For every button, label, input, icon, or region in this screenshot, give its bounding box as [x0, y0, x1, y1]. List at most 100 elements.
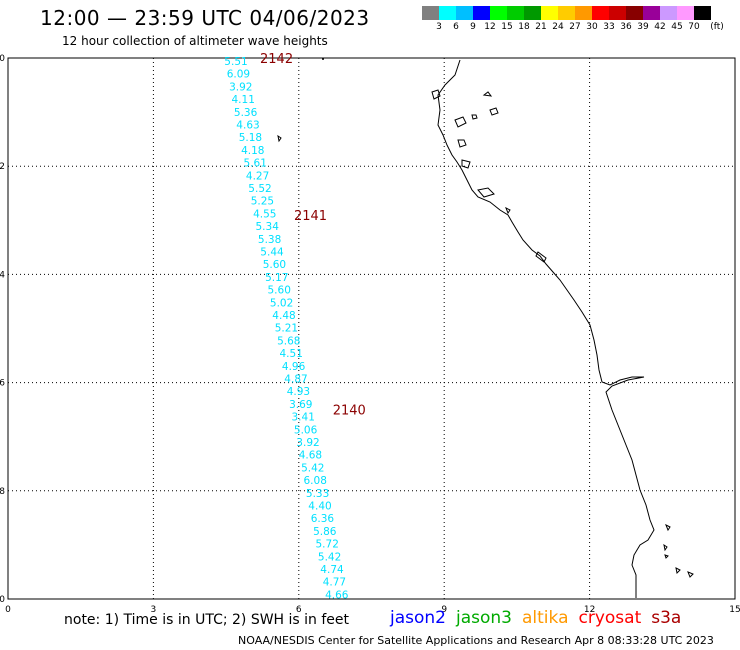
map-title: 12:00 — 23:59 UTC 04/06/2023	[40, 6, 370, 30]
wave-height-value: 4.18	[241, 145, 264, 157]
wave-height-value: 5.21	[275, 323, 298, 335]
legend-swatch	[456, 6, 473, 20]
wave-height-value: 5.72	[316, 539, 339, 551]
wave-height-value: 6.09	[227, 69, 250, 81]
legend-swatch	[473, 6, 490, 20]
legend-label: 45	[671, 22, 683, 32]
wave-height-value: 4.68	[299, 450, 322, 462]
wave-height-value: 4.11	[232, 94, 255, 106]
legend-swatch	[592, 6, 609, 20]
legend-label: 39	[637, 22, 649, 32]
wave-height-value: 4.96	[282, 361, 306, 373]
wave-height-value: 5.25	[251, 196, 274, 208]
wave-height-value: 5.51	[224, 56, 247, 68]
legend-label: 18	[518, 22, 530, 32]
legend-swatch	[575, 6, 592, 20]
wave-height-value: 5.86	[313, 526, 337, 538]
footer-note: note: 1) Time is in UTC; 2) SWH is in fe…	[64, 612, 350, 628]
y-tick-label: -2	[0, 162, 5, 172]
legend-label: 27	[569, 22, 581, 32]
wave-height-points: 5.516.093.924.115.364.635.184.185.614.27…	[224, 56, 348, 601]
wave-height-value: 5.42	[318, 551, 341, 563]
legend-label: 9	[470, 22, 476, 32]
wave-height-value: 5.68	[277, 335, 300, 347]
y-tick-label: 0	[0, 54, 5, 64]
legend-unit: (ft)	[710, 22, 724, 32]
legend-swatch	[541, 6, 558, 20]
track-dot	[322, 58, 324, 60]
legend-swatch	[558, 6, 575, 20]
legend-label: 33	[603, 22, 615, 32]
legend-swatch	[694, 6, 711, 20]
wave-height-value: 5.60	[268, 285, 291, 297]
y-tick-label: -8	[0, 487, 5, 497]
y-tick-label: -6	[0, 379, 5, 389]
wave-height-value: 5.18	[239, 132, 262, 144]
color-legend	[422, 6, 711, 20]
wave-height-value: 5.61	[244, 158, 267, 170]
legend-label: 21	[535, 22, 547, 32]
credit-line: NOAA/NESDIS Center for Satellite Applica…	[238, 634, 714, 647]
x-tick-label: 6	[296, 605, 302, 615]
legend-swatch	[439, 6, 456, 20]
legend-label: 3	[436, 22, 442, 32]
x-tick-label: 3	[151, 605, 157, 615]
satellite-legend: jason2 jason3 altika cryosat s3a	[390, 608, 681, 628]
legend-swatch	[490, 6, 507, 20]
satellite-label-jason3: jason3	[456, 608, 512, 628]
y-tick-label: -4	[0, 270, 5, 280]
wave-height-value: 4.27	[246, 170, 269, 182]
wave-height-value: 4.55	[253, 208, 276, 220]
x-tick-label: 15	[729, 605, 740, 615]
wave-height-value: 5.06	[294, 424, 318, 436]
map-frame	[7, 57, 736, 600]
coastline	[437, 59, 655, 598]
wave-height-value: 4.51	[280, 348, 303, 360]
wave-height-value: 5.36	[234, 107, 258, 119]
wave-height-value: 4.63	[236, 120, 259, 132]
x-tick-label: 12	[584, 605, 595, 615]
wave-height-value: 4.66	[325, 589, 349, 601]
grid	[8, 58, 735, 599]
wave-height-value: 5.52	[248, 183, 271, 195]
wave-height-value: 4.93	[287, 386, 310, 398]
legend-swatch	[626, 6, 643, 20]
legend-label: 70	[688, 22, 700, 32]
pass-number-label: 2140	[333, 404, 366, 419]
satellite-label-cryosat: cryosat	[578, 608, 642, 628]
wave-height-value: 5.33	[306, 488, 329, 500]
legend-swatch	[524, 6, 541, 20]
satellite-label-s3a: s3a	[651, 608, 682, 628]
x-tick-label: 0	[5, 605, 11, 615]
legend-label: 42	[654, 22, 666, 32]
pass-number-label: 2141	[294, 209, 327, 224]
legend-label: 15	[501, 22, 513, 32]
wave-height-value: 3.69	[289, 399, 312, 411]
legend-swatch	[609, 6, 626, 20]
map-subtitle: 12 hour collection of altimeter wave hei…	[62, 34, 328, 48]
wave-height-value: 6.08	[304, 475, 327, 487]
pass-number-label: 2142	[260, 52, 293, 67]
wave-height-value: 4.77	[323, 577, 346, 589]
pass-labels: 2142 2141 2140	[260, 52, 366, 419]
wave-height-value: 4.74	[320, 564, 344, 576]
legend-swatch	[677, 6, 694, 20]
wave-height-value: 5.42	[301, 462, 324, 474]
legend-label: 6	[453, 22, 459, 32]
wave-height-value: 5.44	[260, 247, 284, 259]
x-tick-label: 9	[441, 605, 447, 615]
wave-height-value: 5.34	[256, 221, 280, 233]
satellite-label-jason2: jason2	[390, 608, 446, 628]
wave-height-value: 4.48	[272, 310, 295, 322]
legend-swatch	[507, 6, 524, 20]
legend-label: 30	[586, 22, 598, 32]
legend-swatch	[643, 6, 660, 20]
legend-swatch	[422, 6, 439, 20]
wave-height-value: 5.60	[263, 259, 286, 271]
y-tick-label: -10	[0, 595, 5, 605]
wave-height-value: 5.17	[265, 272, 288, 284]
wave-height-value: 4.40	[308, 501, 331, 513]
wave-height-value: 6.36	[311, 513, 335, 525]
wave-height-value: 3.92	[229, 81, 252, 93]
